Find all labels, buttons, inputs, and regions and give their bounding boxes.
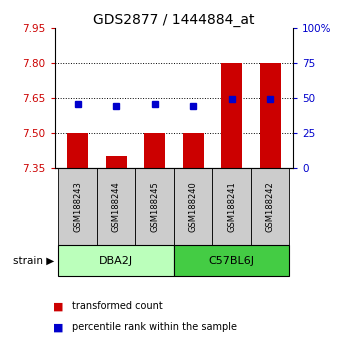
Bar (260, 63, 281, 168)
Text: DBA2J: DBA2J (99, 256, 133, 266)
Text: strain ▶: strain ▶ (13, 256, 55, 266)
Title: GDS2877 / 1444884_at: GDS2877 / 1444884_at (93, 13, 255, 27)
Text: transformed count: transformed count (72, 301, 162, 311)
Text: GSM188241: GSM188241 (227, 181, 236, 232)
Bar (221, 63, 242, 168)
Bar (67, 133, 88, 168)
Text: GSM188240: GSM188240 (189, 181, 198, 232)
Text: GSM188244: GSM188244 (112, 181, 121, 232)
Bar (174, 245, 290, 276)
Text: ■: ■ (53, 301, 63, 311)
Bar (58, 245, 174, 276)
Text: C57BL6J: C57BL6J (209, 256, 255, 266)
Text: GSM188242: GSM188242 (266, 181, 275, 232)
Bar (135, 168, 174, 245)
Text: GSM188243: GSM188243 (73, 181, 82, 232)
Bar (174, 168, 212, 245)
Bar (106, 156, 127, 168)
Bar (212, 168, 251, 245)
Bar (58, 168, 97, 245)
Text: percentile rank within the sample: percentile rank within the sample (72, 322, 237, 332)
Text: ■: ■ (53, 322, 63, 332)
Bar (251, 168, 290, 245)
Bar (97, 168, 135, 245)
Bar (182, 133, 204, 168)
Bar (144, 133, 165, 168)
Text: GSM188245: GSM188245 (150, 181, 159, 232)
